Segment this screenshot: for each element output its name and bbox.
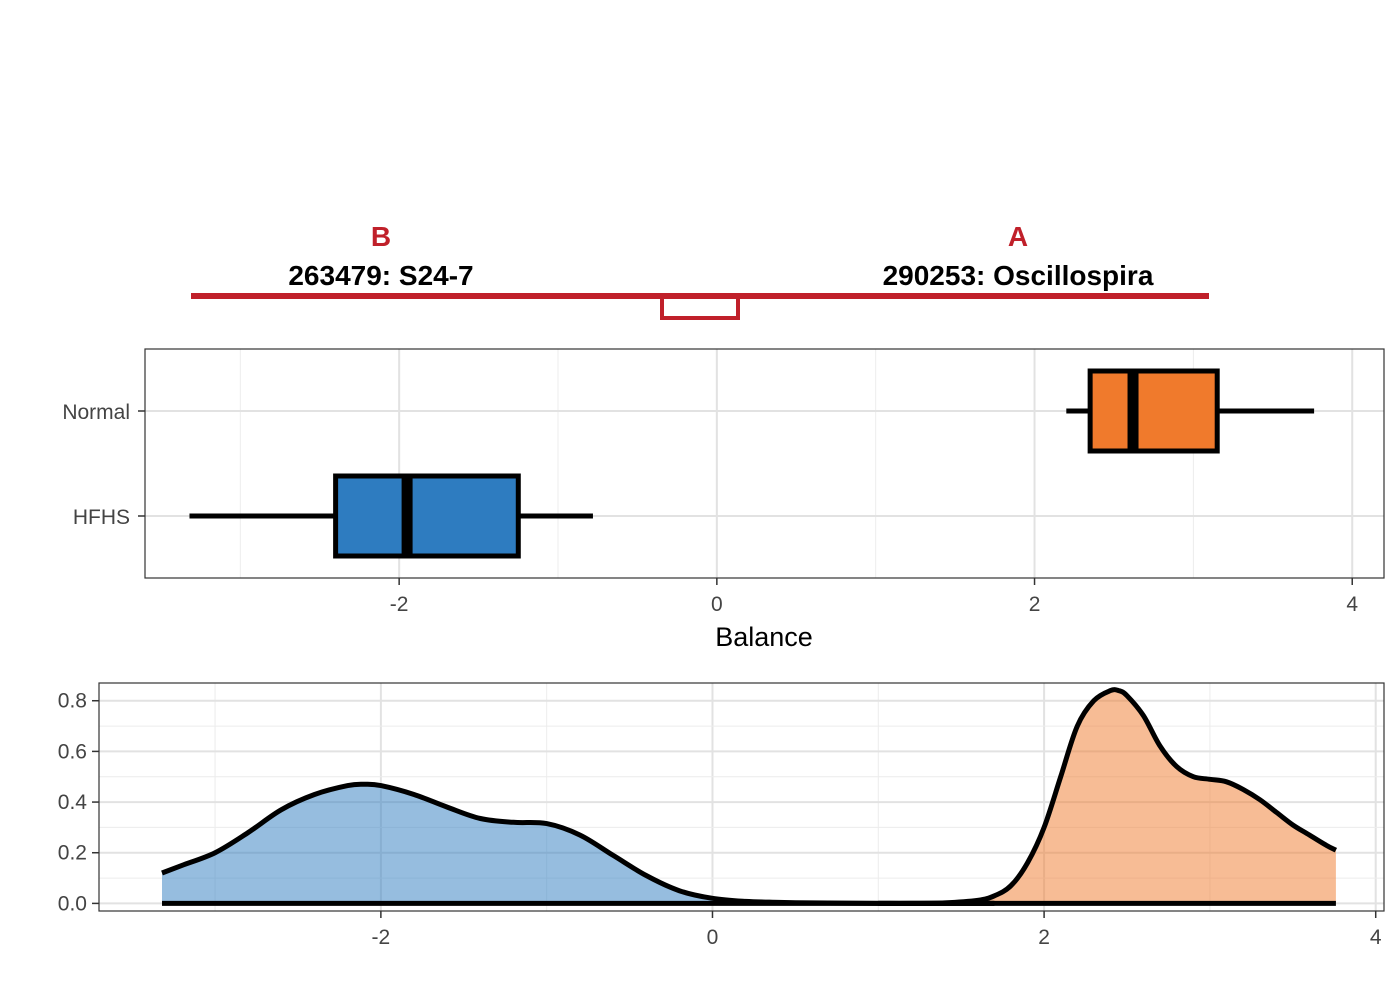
density-marks xyxy=(161,687,1338,906)
density-x-axis: -2 0 2 4 xyxy=(372,911,1382,949)
boxplot-marks xyxy=(189,368,1315,559)
boxplot-y-tick-label: Normal xyxy=(62,401,130,424)
normal-density-line xyxy=(878,687,1338,906)
density-y-axis: 0.0 0.2 0.4 0.6 0.8 xyxy=(58,690,99,915)
boxplot-x-axis-title: Balance xyxy=(715,622,813,652)
density-panel: 0.0 0.2 0.4 0.6 0.8 -2 0 2 4 xyxy=(58,682,1385,949)
hfhs-density-area xyxy=(162,784,995,904)
hfhs-box xyxy=(333,473,521,559)
density-border xyxy=(98,682,1385,912)
left-group-label: B xyxy=(371,221,391,252)
density-y-tick-label: 0.6 xyxy=(58,740,87,763)
left-taxon-label: 263479: S24-7 xyxy=(288,260,473,291)
density-x-tick-label: 4 xyxy=(1370,926,1382,949)
density-x-tick-label: -2 xyxy=(372,926,391,949)
balance-fulcrum xyxy=(660,296,740,320)
density-y-tick-label: 0.8 xyxy=(58,690,87,713)
boxplot-y-tick-label: HFHS xyxy=(73,506,130,529)
normal-density-area xyxy=(878,689,1336,904)
density-x-tick-label: 2 xyxy=(1038,926,1050,949)
boxplot-x-axis: -2 0 2 4 xyxy=(390,578,1358,616)
boxplot-x-tick-label: 4 xyxy=(1346,593,1358,616)
right-taxon-label: 290253: Oscillospira xyxy=(883,260,1154,291)
boxplot-x-tick-label: -2 xyxy=(390,593,409,616)
boxplot-panel: Normal HFHS -2 0 2 4 Balance xyxy=(62,348,1385,652)
right-group-label: A xyxy=(1008,221,1028,252)
density-y-tick-label: 0.4 xyxy=(58,791,88,814)
boxplot-x-tick-label: 2 xyxy=(1029,593,1041,616)
density-y-tick-label: 0.0 xyxy=(58,892,87,915)
boxplot-y-axis: Normal HFHS xyxy=(62,401,145,529)
balance-header: B A 263479: S24-7 290253: Oscillospira xyxy=(191,221,1209,320)
density-x-tick-label: 0 xyxy=(707,926,719,949)
normal-box xyxy=(1087,368,1220,454)
boxplot-border xyxy=(144,348,1385,579)
boxplot-x-tick-label: 0 xyxy=(711,593,723,616)
density-y-tick-label: 0.2 xyxy=(58,842,87,865)
